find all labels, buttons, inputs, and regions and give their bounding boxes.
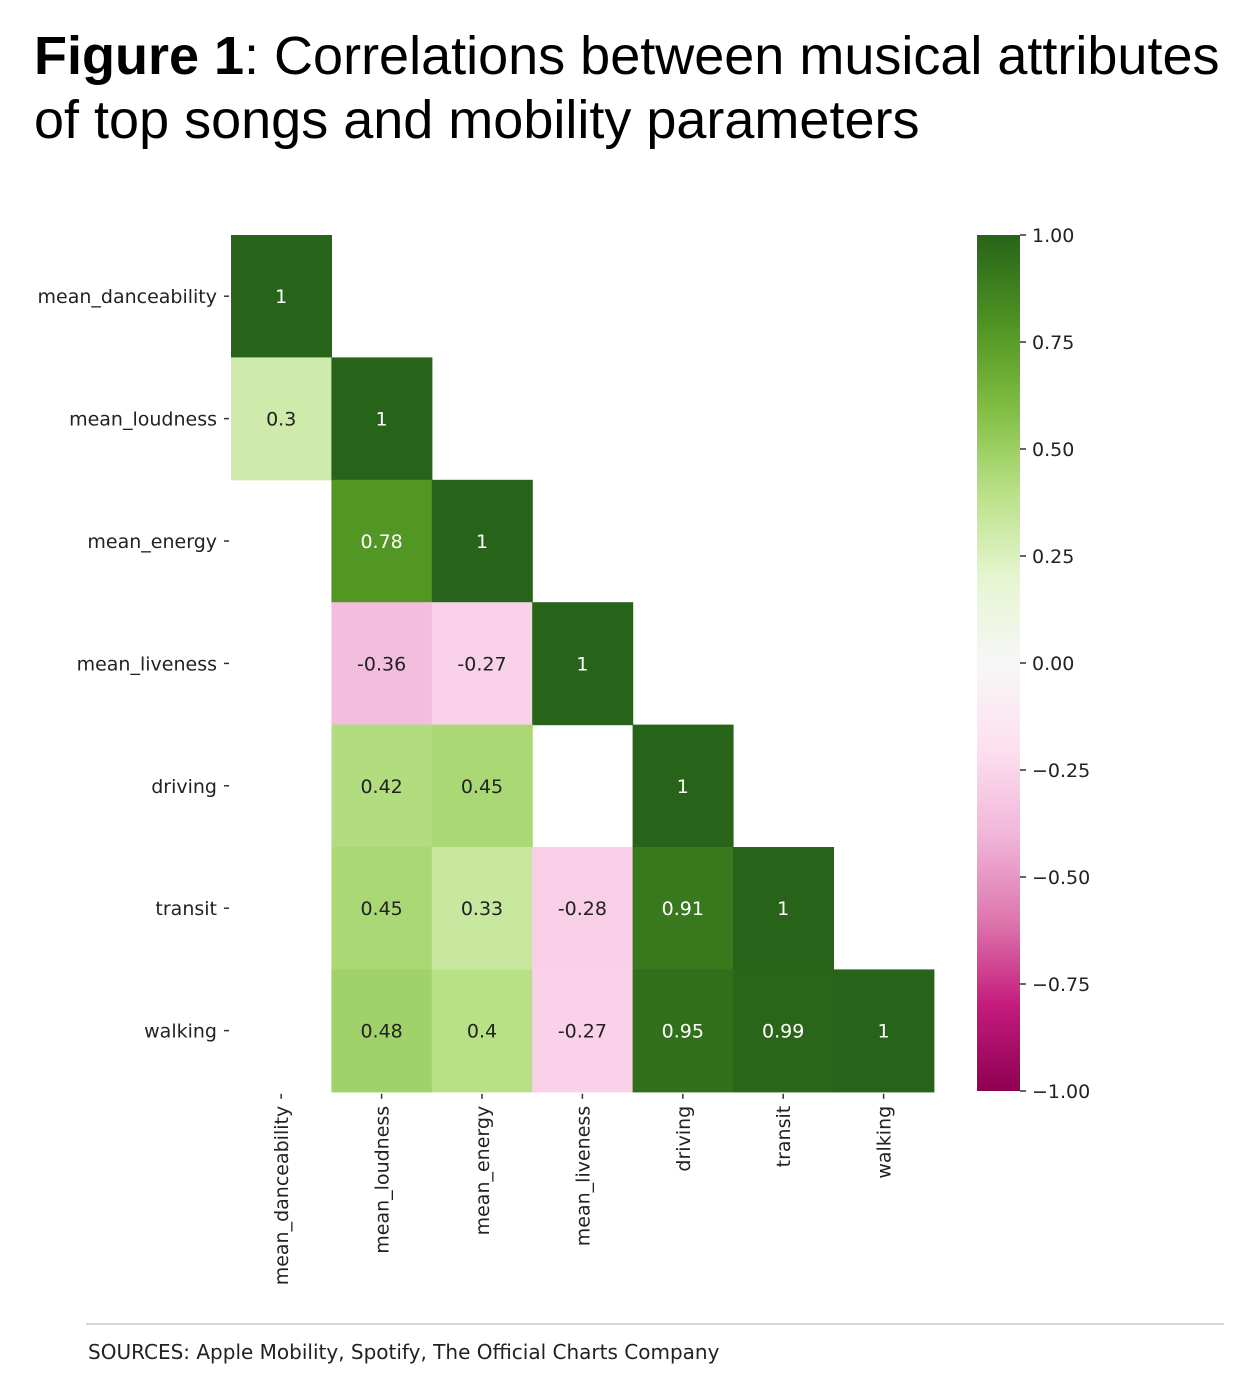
cell-value-label: 0.95 <box>662 1021 704 1043</box>
heatmap-cell-mean_loudness-mean_danceability <box>231 357 332 481</box>
colorbar-tick-label: −1.00 <box>1032 1081 1090 1103</box>
heatmap-cell-transit-driving <box>632 847 734 970</box>
colorbar-tick-label: 0.25 <box>1032 546 1074 568</box>
cell-value-label: 1 <box>677 776 689 798</box>
cell-value-label: -0.28 <box>558 898 607 920</box>
heatmap-cell-mean_liveness-mean_liveness <box>532 602 634 726</box>
cell-value-label: 1 <box>476 531 488 553</box>
heatmap-cells: 1 0.3 1 0.78 1 -0.36 -0.27 1 0.42 0.45 1 0.45 0.33 -0… <box>231 235 935 1093</box>
row-label-driving: driving <box>151 776 217 798</box>
cell-value-label: 0.33 <box>461 898 503 920</box>
column-label-walking: walking <box>874 1106 896 1179</box>
cell-value-label: -0.36 <box>357 653 406 675</box>
cell-value-label: 0.99 <box>762 1021 804 1043</box>
colorbar-tick-label: 1.00 <box>1032 225 1074 247</box>
heatmap-cell-mean_loudness-mean_loudness <box>331 357 433 481</box>
figure-number: Figure 1 <box>34 26 245 86</box>
heatmap-cell-transit-mean_loudness <box>331 847 433 970</box>
heatmap-cell-walking-transit <box>733 969 834 1093</box>
heatmap-cell-walking-driving <box>632 969 734 1093</box>
heatmap-cell-walking-walking <box>833 969 935 1093</box>
column-label-mean_energy: mean_energy <box>472 1106 494 1236</box>
heatmap-cell-mean_danceability-mean_danceability <box>231 235 332 358</box>
heatmap-cell-mean_energy-mean_energy <box>431 479 533 603</box>
colorbar-tick-label: 0.00 <box>1032 653 1074 675</box>
cell-value-label: 1 <box>576 653 588 675</box>
heatmap-cell-walking-mean_loudness <box>331 969 433 1093</box>
cell-value-label: 0.78 <box>360 531 402 553</box>
row-labels: mean_danceability mean_loudness mean_energ… <box>38 286 229 1043</box>
cell-value-label: -0.27 <box>558 1021 607 1043</box>
heatmap-cell-walking-mean_energy <box>431 969 533 1093</box>
row-label-transit: transit <box>155 898 217 920</box>
heatmap-cell-driving-mean_energy <box>431 724 533 848</box>
cell-value-label: 1 <box>878 1021 890 1043</box>
heatmap-cell-driving-driving <box>632 724 734 848</box>
row-label-walking: walking <box>144 1021 217 1043</box>
figure-title: Figure 1: Correlations between musical a… <box>34 24 1224 152</box>
figure-caption: : Correlations between musical attribute… <box>34 26 1220 150</box>
cell-value-label: 0.91 <box>662 898 704 920</box>
colorbar-gradient <box>977 235 1020 1091</box>
sources-note: SOURCES: Apple Mobility, Spotify, The Of… <box>88 1340 720 1364</box>
footer-divider <box>86 1323 1224 1325</box>
colorbar-tick-label: 0.75 <box>1032 332 1074 354</box>
heatmap-cell-transit-transit <box>733 847 834 970</box>
cell-value-label: 0.48 <box>360 1021 402 1043</box>
heatmap-cell-mean_liveness-mean_loudness <box>331 602 433 726</box>
cell-value-label: 1 <box>376 409 388 431</box>
column-label-mean_loudness: mean_loudness <box>372 1106 394 1254</box>
cell-value-label: 0.42 <box>360 776 402 798</box>
cell-value-label: 0.3 <box>266 409 296 431</box>
column-label-driving: driving <box>673 1106 695 1172</box>
cell-value-label: 0.4 <box>467 1021 497 1043</box>
row-label-mean_liveness: mean_liveness <box>77 653 217 675</box>
cell-value-label: 1 <box>275 286 287 308</box>
cell-value-label: 0.45 <box>360 898 402 920</box>
column-label-transit: transit <box>773 1106 795 1168</box>
heatmap-cell-transit-mean_liveness <box>532 847 634 970</box>
row-label-mean_danceability: mean_danceability <box>38 286 218 308</box>
cell-value-label: 1 <box>777 898 789 920</box>
heatmap-cell-driving-mean_loudness <box>331 724 433 848</box>
colorbar-tick-label: −0.75 <box>1032 974 1090 996</box>
cell-value-label: 0.45 <box>461 776 503 798</box>
colorbar: 1.00 0.75 0.50 0.25 0.00 −0.25 −0.50 −0.75 −1.00 <box>977 225 1090 1103</box>
colorbar-tick-label: −0.50 <box>1032 867 1090 889</box>
row-label-mean_loudness: mean_loudness <box>69 409 217 431</box>
heatmap-cell-walking-mean_liveness <box>532 969 634 1093</box>
heatmap-cell-mean_liveness-mean_energy <box>431 602 533 726</box>
colorbar-tick-label: 0.50 <box>1032 439 1074 461</box>
column-label-mean_danceability: mean_danceability <box>271 1106 293 1286</box>
heatmap-cell-transit-mean_energy <box>431 847 533 970</box>
row-label-mean_energy: mean_energy <box>87 531 217 553</box>
cell-value-label: -0.27 <box>457 653 506 675</box>
column-label-mean_liveness: mean_liveness <box>572 1106 594 1246</box>
colorbar-tick-label: −0.25 <box>1032 760 1090 782</box>
heatmap-cell-mean_energy-mean_loudness <box>331 479 433 603</box>
column-labels: mean_danceability mean_loudness mean_energ… <box>271 1093 896 1286</box>
correlation-heatmap: 1 0.3 1 0.78 1 -0.36 -0.27 1 0.42 0.45 1 0.45 0.33 -0… <box>38 225 1091 1286</box>
